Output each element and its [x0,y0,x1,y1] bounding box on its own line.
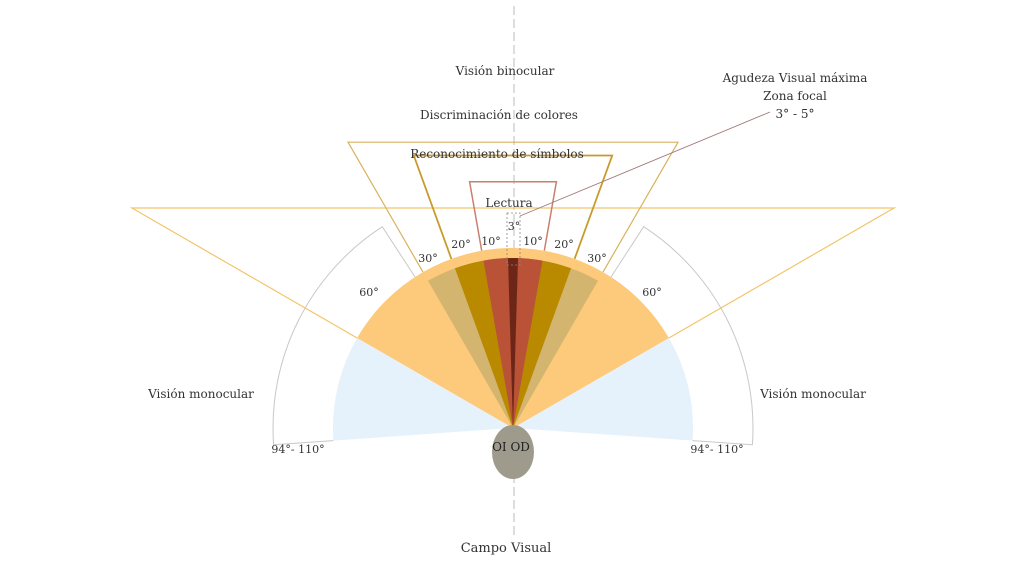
eyes-label: OI OD [492,440,530,454]
angle-20-left-label: 20° [451,238,471,251]
focal-callout-line3: 3° - 5° [776,107,815,121]
angle-60-left-label: 60° [359,286,379,299]
eyes-ellipse [492,425,534,479]
angle-10-left-label: 10° [481,235,501,248]
reconocimiento-simbolos-label: Reconocimiento de símbolos [410,147,584,161]
focal-dotted-box [506,212,521,266]
angle-30-left-label: 30° [418,252,438,265]
monocular-left-sector [332,338,513,441]
focal-sector [508,258,518,428]
angle-30-right-label: 30° [587,252,607,265]
lectura-outline [468,181,558,251]
vision-binocular-label: Visión binocular [455,64,555,78]
vision-monocular-left-label: Visión monocular [147,387,254,401]
angle-mono-left-label: 94°- 110° [271,443,324,456]
angle-20-right-label: 20° [554,238,574,251]
monocular-left-outline [272,226,416,446]
focal-leader-line [519,111,771,217]
simbolos-outline [412,154,614,260]
binocular-outline [129,207,897,339]
discriminacion-colores-label: Discriminación de colores [420,108,578,122]
vision-monocular-right-label: Visión monocular [759,387,866,401]
focal-callout-line2: Zona focal [763,89,827,103]
focal-callout-line1: Agudeza Visual máxima [722,71,868,85]
angle-60-right-label: 60° [642,286,662,299]
colores-outline [346,141,680,273]
lectura-label: Lectura [485,196,532,210]
angle-mono-right-label: 94°- 110° [690,443,743,456]
angle-3-label: 3° [508,220,521,233]
angle-10-right-label: 10° [523,235,543,248]
monocular-right-sector [513,338,694,441]
diagram-title: Campo Visual [461,541,552,556]
monocular-right-outline [610,226,754,446]
